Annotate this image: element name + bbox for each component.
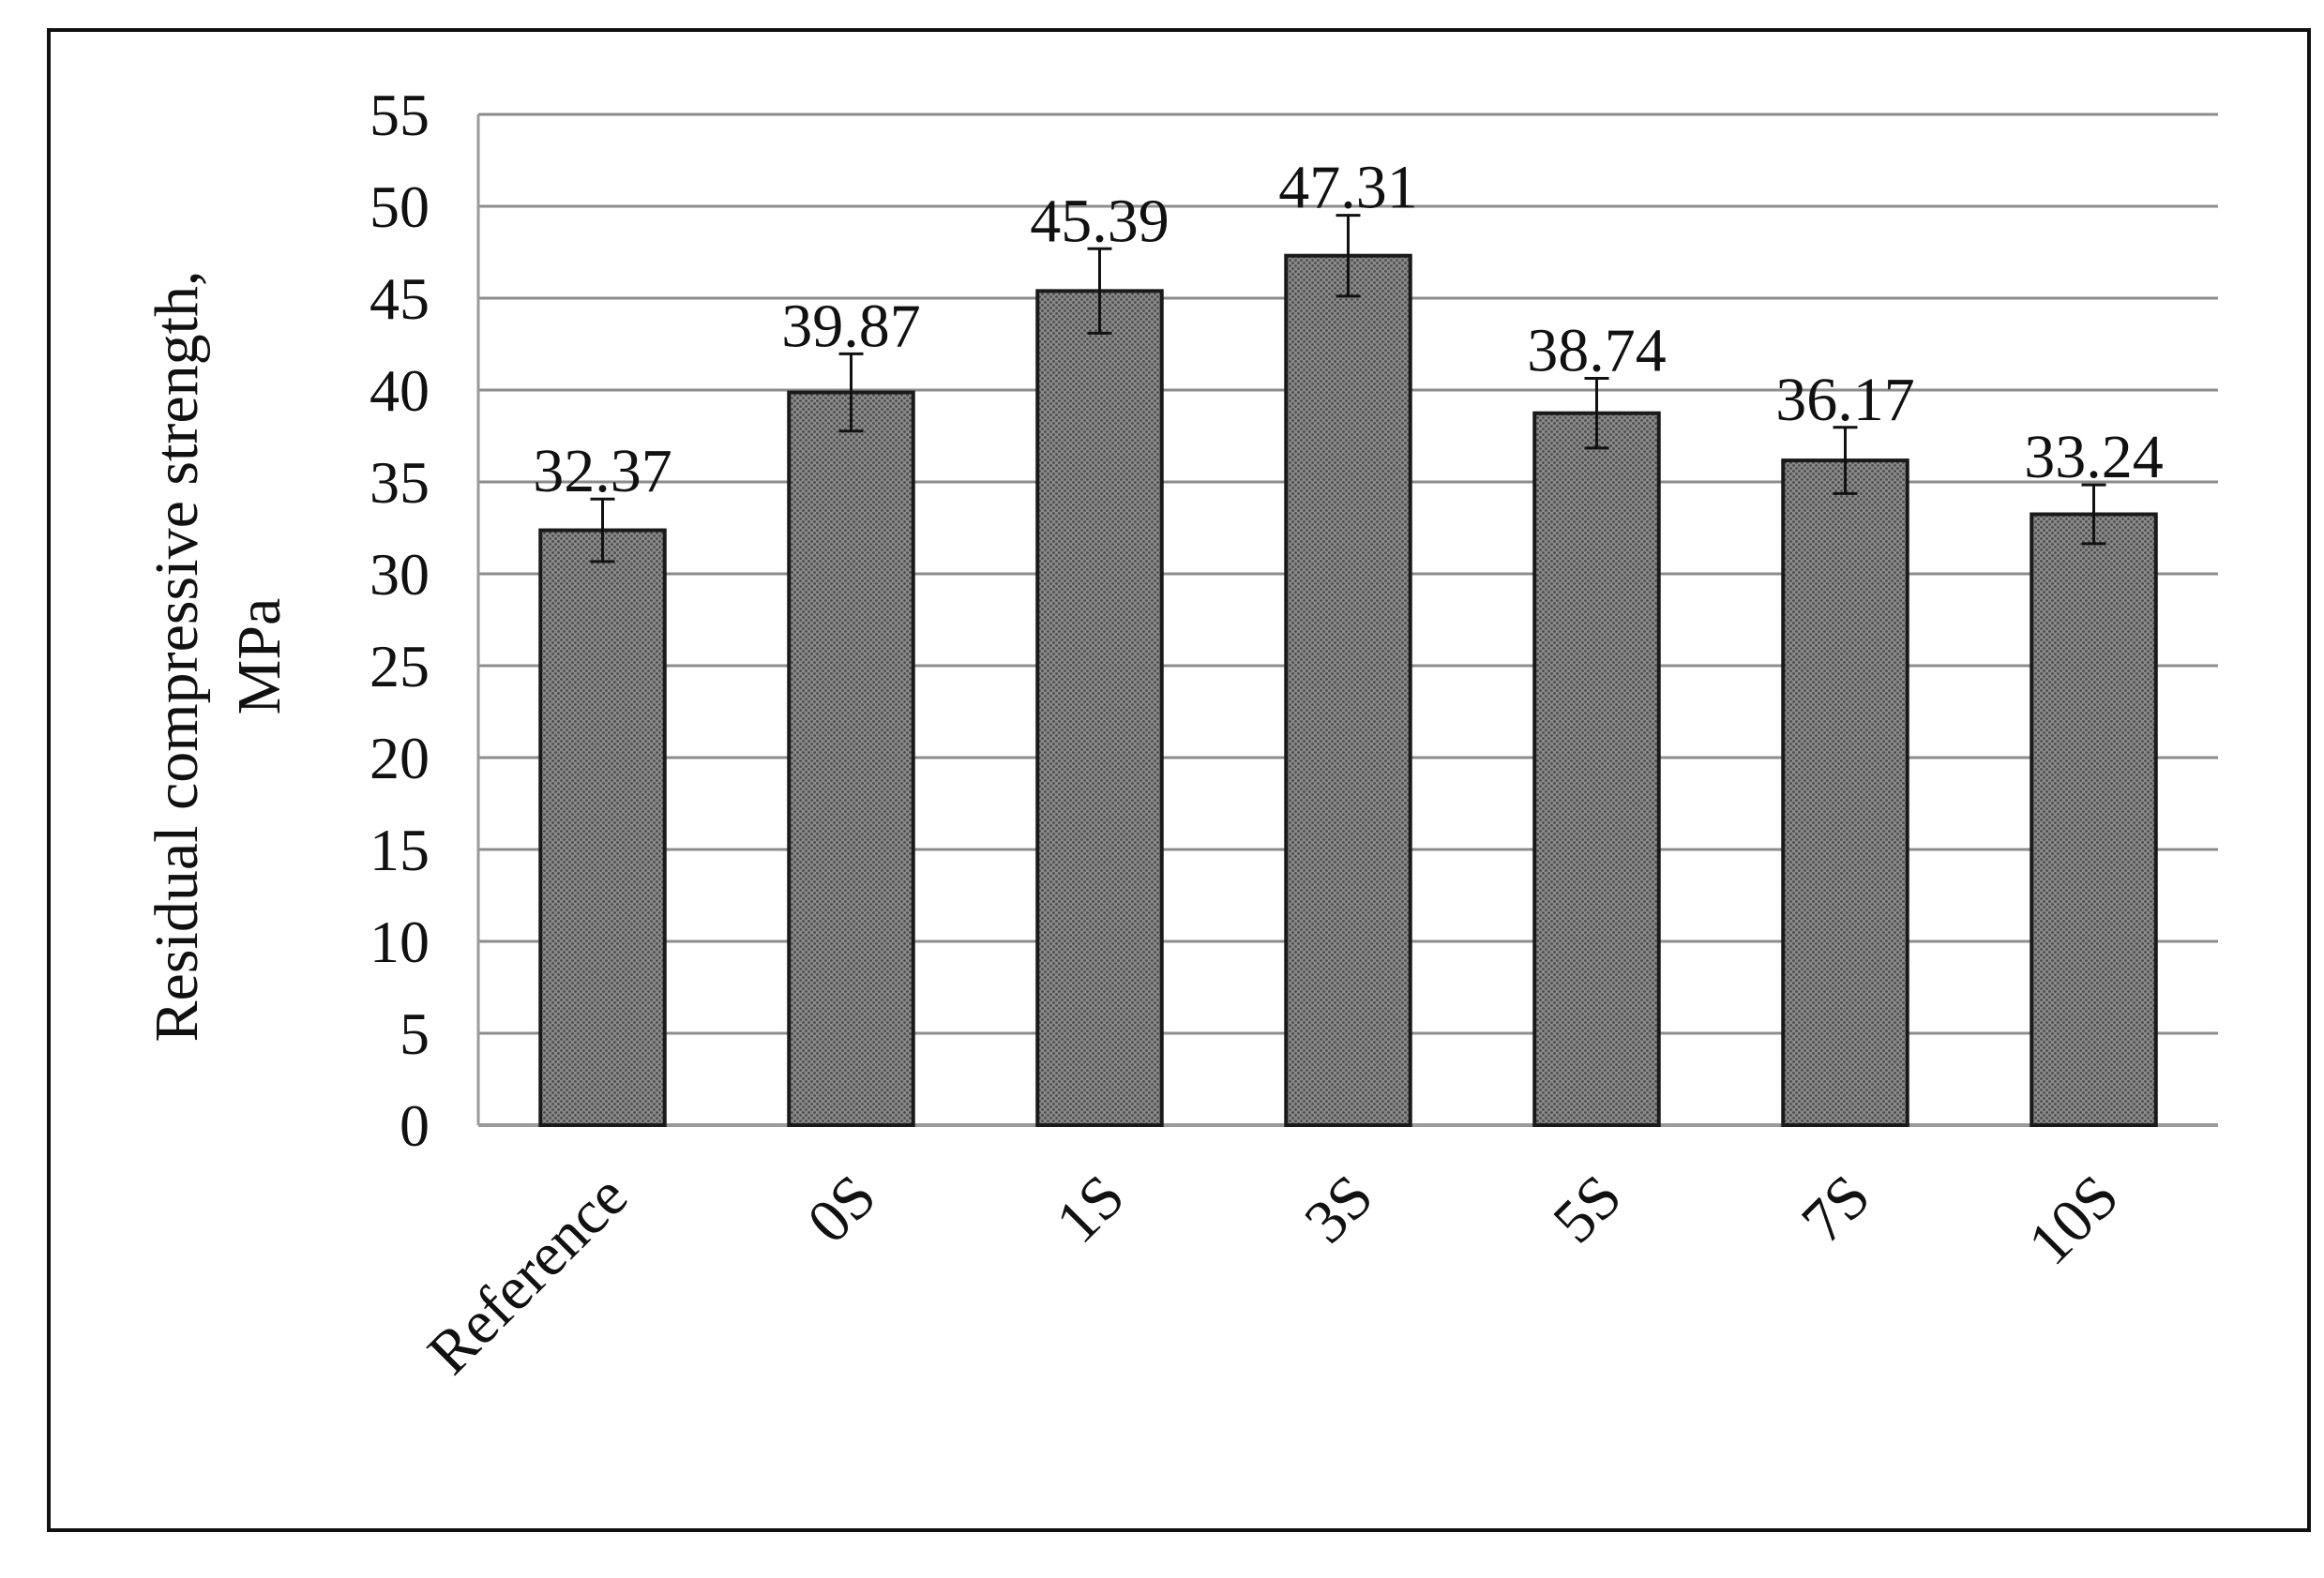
bar — [2030, 512, 2158, 1127]
y-tick-label: 55 — [370, 82, 430, 148]
bar — [787, 390, 915, 1128]
y-tick-label: 45 — [370, 265, 430, 332]
y-tick-label: 30 — [370, 541, 430, 608]
data-label: 39.87 — [781, 292, 921, 360]
y-tick-label: 10 — [370, 909, 430, 975]
y-tick-label: 20 — [370, 725, 430, 791]
data-label: 38.74 — [1527, 316, 1667, 384]
y-axis-title: Residual compressive strength, MPa — [143, 270, 294, 1042]
data-labels: 32.37 39.87 45.39 47.31 38.74 36.17 33.24 — [533, 154, 2164, 506]
y-tick-label: 50 — [370, 173, 430, 240]
error-bars — [590, 214, 2106, 564]
data-label: 32.37 — [533, 437, 672, 505]
y-tick-label: 40 — [370, 357, 430, 424]
chart-frame — [47, 28, 2311, 1532]
y-axis-title-line: MPa — [225, 598, 294, 715]
bars — [538, 253, 2158, 1128]
y-tick-label: 35 — [370, 449, 430, 516]
bar — [1284, 253, 1412, 1127]
y-tick-label: 0 — [400, 1092, 430, 1159]
bar — [1035, 289, 1164, 1127]
data-label: 45.39 — [1030, 187, 1170, 255]
data-label: 36.17 — [1775, 366, 1915, 434]
data-label: 33.24 — [2024, 423, 2164, 491]
bar — [1532, 411, 1661, 1128]
y-tick-label: 15 — [370, 817, 430, 883]
y-tick-label: 5 — [400, 1000, 430, 1067]
data-label: 47.31 — [1278, 154, 1418, 222]
bar — [1781, 458, 1909, 1127]
y-tick-label: 25 — [370, 633, 430, 699]
y-tick-labels: 0 5 10 15 20 25 30 35 40 45 50 55 — [370, 82, 430, 1159]
y-axis-title-line: Residual compressive strength, — [143, 270, 211, 1042]
bar — [538, 528, 667, 1127]
